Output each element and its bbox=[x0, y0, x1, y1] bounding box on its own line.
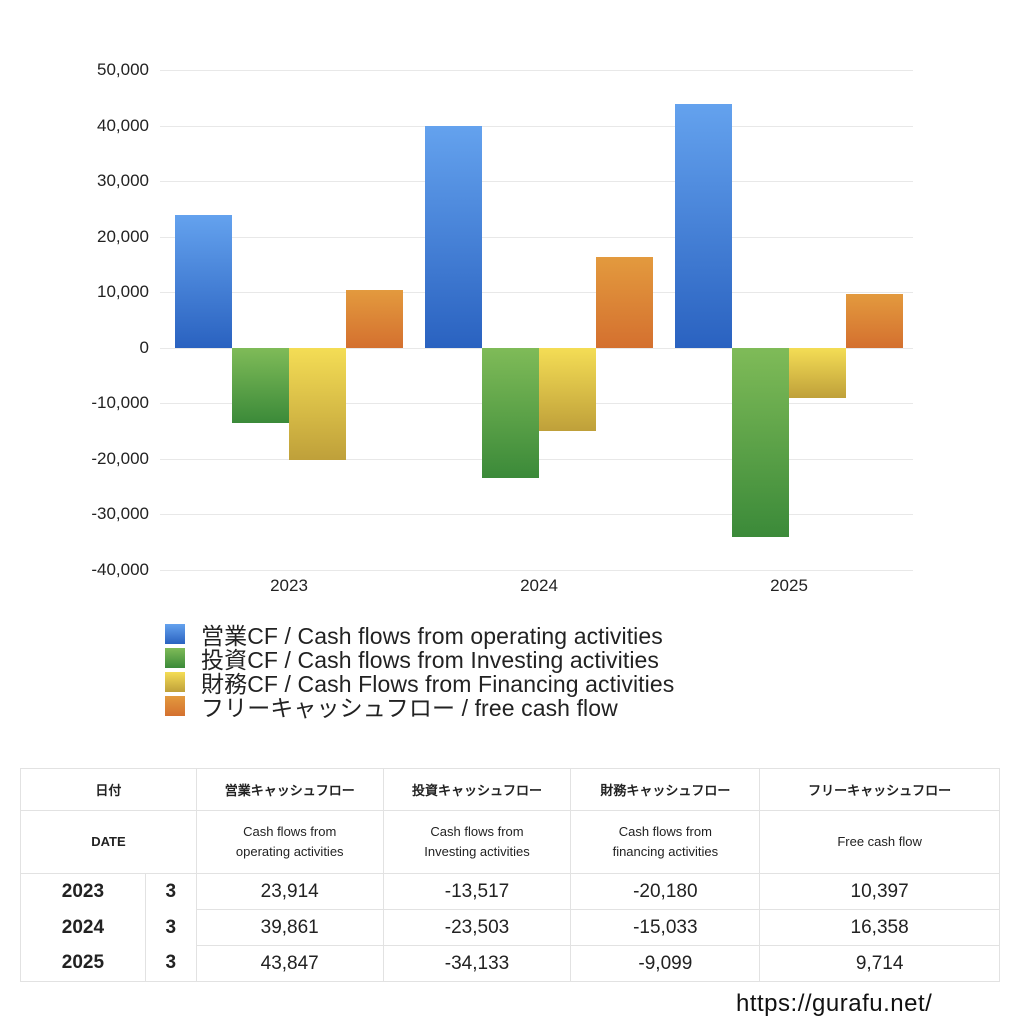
y-tick-label: 30,000 bbox=[97, 171, 149, 191]
x-tick-label: 2024 bbox=[520, 576, 558, 595]
cash-flow-table: 日付 営業キャッシュフロー 投資キャッシュフロー 財務キャッシュフロー フリーキ… bbox=[20, 768, 1000, 982]
header-investing-ja: 投資キャッシュフロー bbox=[382, 768, 572, 811]
bar-2025-series-3 bbox=[846, 293, 903, 348]
gridline bbox=[160, 570, 913, 571]
bar-2023-series-2 bbox=[289, 347, 346, 460]
free-cell: 16,358 bbox=[759, 909, 1000, 946]
header-line: Cash flows from bbox=[430, 824, 524, 839]
legend-label: 営業CF / Cash flows from operating activit… bbox=[201, 623, 663, 649]
gridline bbox=[160, 70, 913, 71]
free-cell: 10,397 bbox=[759, 873, 1000, 910]
bar-2023-series-0 bbox=[175, 214, 232, 348]
bar-2023-series-1 bbox=[232, 347, 289, 423]
bar-2025-series-0 bbox=[675, 104, 732, 348]
legend-item-investing: 投資CF / Cash flows from Investing activit… bbox=[165, 646, 674, 673]
year-cell: 2025 bbox=[20, 945, 146, 982]
month-cell: 3 bbox=[144, 945, 197, 982]
investing-cell: -34,133 bbox=[382, 945, 572, 982]
gridline bbox=[160, 126, 913, 127]
legend-item-free: フリーキャッシュフロー / free cash flow bbox=[165, 694, 674, 721]
y-tick-label: 40,000 bbox=[97, 115, 149, 135]
site-url: https://gurafu.net/ bbox=[736, 990, 933, 1017]
financing-cell: -9,099 bbox=[570, 945, 761, 982]
x-tick-label: 2023 bbox=[270, 576, 308, 595]
y-tick-label: 10,000 bbox=[97, 282, 149, 302]
operating-cell: 39,861 bbox=[195, 909, 384, 946]
bar-2024-series-1 bbox=[482, 347, 539, 479]
investing-cell: -13,517 bbox=[382, 873, 572, 910]
header-free-ja: フリーキャッシュフロー bbox=[759, 768, 1000, 811]
header-line: Cash flows from bbox=[618, 824, 712, 839]
header-line: financing activities bbox=[612, 844, 719, 859]
table-header-ja: 日付 営業キャッシュフロー 投資キャッシュフロー 財務キャッシュフロー フリーキ… bbox=[20, 768, 1000, 811]
month-cell: 3 bbox=[144, 909, 197, 946]
header-line: Cash flows from bbox=[243, 824, 337, 839]
y-tick-label: 50,000 bbox=[97, 60, 149, 79]
y-tick-label: -40,000 bbox=[91, 560, 149, 579]
y-tick-label: -10,000 bbox=[91, 393, 149, 413]
header-free-en: Free cash flow bbox=[759, 810, 1000, 874]
month-cell: 3 bbox=[144, 873, 197, 910]
gridline bbox=[160, 292, 913, 293]
gridline bbox=[160, 181, 913, 182]
legend-swatch-investing bbox=[165, 648, 185, 668]
table-header-en: DATE Cash flows from operating activities… bbox=[20, 810, 1000, 874]
gridline bbox=[160, 237, 913, 238]
table-row: 2025 3 43,847 -34,133 -9,099 9,714 bbox=[20, 945, 1000, 982]
x-tick-label: 2025 bbox=[770, 576, 808, 595]
cash-flow-bar-chart: 50,000 40,000 30,000 20,000 10,000 0 -10,000 -2… bbox=[91, 60, 913, 595]
year-cell: 2023 bbox=[20, 873, 146, 910]
table-row: 2024 3 39,861 -23,503 -15,033 16,358 bbox=[20, 909, 1000, 946]
header-operating-ja: 営業キャッシュフロー bbox=[195, 768, 384, 811]
legend-item-operating: 営業CF / Cash flows from operating activit… bbox=[165, 622, 674, 649]
financing-cell: -20,180 bbox=[570, 873, 761, 910]
bar-2024-series-2 bbox=[539, 347, 596, 432]
y-tick-label: 0 bbox=[139, 337, 149, 357]
header-financing-en: Cash flows from financing activities bbox=[570, 810, 761, 874]
legend-label: 財務CF / Cash Flows from Financing activit… bbox=[201, 671, 675, 697]
bar-2023-series-3 bbox=[346, 290, 403, 348]
header-date-ja: 日付 bbox=[20, 768, 197, 811]
legend-swatch-free bbox=[165, 696, 185, 716]
header-investing-en: Cash flows from Investing activities bbox=[382, 810, 572, 874]
header-date-en: DATE bbox=[20, 810, 197, 874]
y-tick-label: -20,000 bbox=[91, 448, 149, 468]
investing-cell: -23,503 bbox=[382, 909, 572, 946]
header-operating-en: Cash flows from operating activities bbox=[195, 810, 384, 874]
year-cell: 2024 bbox=[20, 909, 146, 946]
financing-cell: -15,033 bbox=[570, 909, 761, 946]
header-line: Investing activities bbox=[424, 844, 530, 859]
header-financing-ja: 財務キャッシュフロー bbox=[570, 768, 761, 811]
header-line: operating activities bbox=[235, 844, 344, 859]
legend-label: 投資CF / Cash flows from Investing activit… bbox=[201, 647, 660, 673]
legend-label: フリーキャッシュフロー / free cash flow bbox=[201, 695, 618, 721]
gridline bbox=[160, 514, 913, 515]
bar-2025-series-1 bbox=[732, 347, 789, 538]
legend-swatch-financing bbox=[165, 672, 185, 692]
legend-item-financing: 財務CF / Cash Flows from Financing activit… bbox=[165, 670, 674, 697]
table-row: 2023 3 23,914 -13,517 -20,180 10,397 bbox=[20, 873, 1000, 910]
y-tick-label: -30,000 bbox=[91, 504, 149, 524]
free-cell: 9,714 bbox=[759, 945, 1000, 982]
operating-cell: 23,914 bbox=[195, 873, 384, 910]
bar-2024-series-0 bbox=[425, 126, 482, 348]
legend-swatch-operating bbox=[165, 624, 185, 644]
operating-cell: 43,847 bbox=[195, 945, 384, 982]
bar-2024-series-3 bbox=[596, 256, 653, 348]
y-tick-label: 20,000 bbox=[97, 226, 149, 246]
chart-legend: 営業CF / Cash flows from operating activit… bbox=[165, 622, 674, 721]
bar-2025-series-2 bbox=[789, 347, 846, 399]
